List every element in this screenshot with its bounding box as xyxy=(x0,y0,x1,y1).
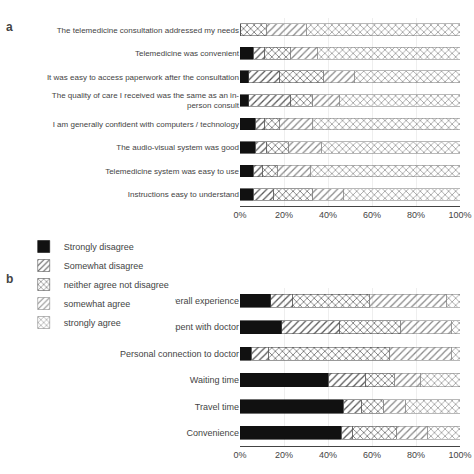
svg-text:Travel time: Travel time xyxy=(195,402,239,412)
svg-text:It was easy to access paperwor: It was easy to access paperwork after th… xyxy=(47,73,239,82)
svg-text:strongly agree: strongly agree xyxy=(64,318,121,328)
svg-text:20%: 20% xyxy=(275,450,293,460)
svg-text:60%: 60% xyxy=(363,450,381,460)
svg-text:a: a xyxy=(6,20,13,34)
svg-text:40%: 40% xyxy=(319,210,337,220)
svg-text:0%: 0% xyxy=(233,450,246,460)
svg-text:Personal connection to doctor: Personal connection to doctor xyxy=(120,349,239,359)
svg-text:Strongly disagree: Strongly disagree xyxy=(64,242,134,252)
svg-text:Somewhat disagree: Somewhat disagree xyxy=(64,261,144,271)
svg-text:Waiting time: Waiting time xyxy=(190,375,239,385)
svg-text:0%: 0% xyxy=(233,210,246,220)
svg-text:80%: 80% xyxy=(407,450,425,460)
svg-text:100%: 100% xyxy=(448,210,471,220)
svg-text:Convenience: Convenience xyxy=(186,428,239,438)
svg-text:The telemedicine consultation: The telemedicine consultation addressed … xyxy=(57,26,239,35)
svg-text:Overall experience: Overall experience xyxy=(164,296,239,306)
svg-text:Instructions easy to understan: Instructions easy to understand xyxy=(128,190,239,199)
svg-text:Time spent with doctor: Time spent with doctor xyxy=(148,322,239,333)
svg-text:80%: 80% xyxy=(407,210,425,220)
svg-text:Telemedicine was convenient: Telemedicine was convenient xyxy=(135,49,240,58)
svg-text:neither agree not disagree: neither agree not disagree xyxy=(64,280,169,290)
svg-text:The quality of care I received: The quality of care I received was the s… xyxy=(52,91,240,110)
svg-text:20%: 20% xyxy=(275,210,293,220)
svg-text:The audio-visual system was go: The audio-visual system was good xyxy=(116,143,239,152)
svg-text:b: b xyxy=(6,272,13,286)
svg-text:60%: 60% xyxy=(363,210,381,220)
svg-text:I am generally confident with: I am generally confident with computers … xyxy=(53,120,239,129)
svg-text:40%: 40% xyxy=(319,450,337,460)
svg-text:100%: 100% xyxy=(448,450,471,460)
svg-text:Telemedicine system was easy t: Telemedicine system was easy to use xyxy=(105,167,239,176)
svg-text:somewhat agree: somewhat agree xyxy=(64,299,131,309)
